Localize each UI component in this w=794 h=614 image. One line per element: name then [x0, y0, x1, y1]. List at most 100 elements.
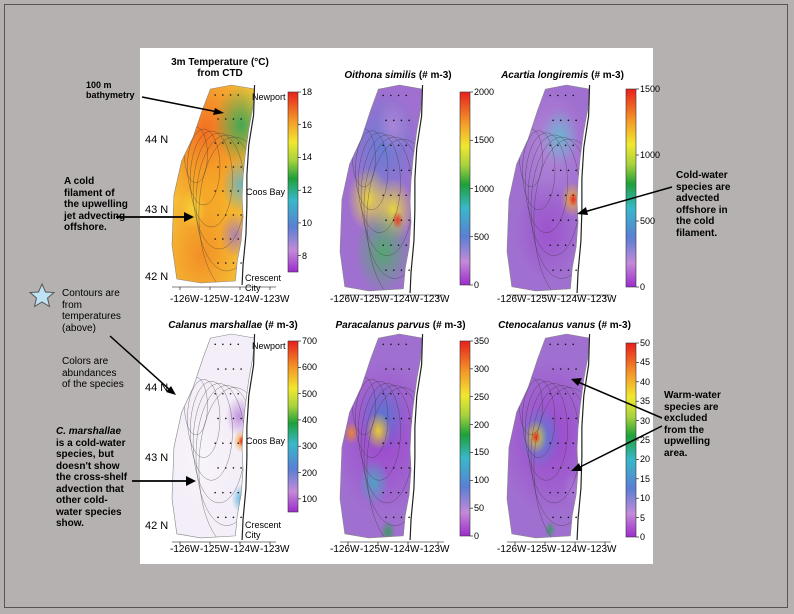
lon-label: -126W [497, 544, 527, 555]
lon-label: -123W [260, 294, 290, 305]
cold-filament-arrow [116, 212, 194, 222]
colorbar-tick-label: 12 [302, 185, 313, 196]
map-oithona [339, 84, 424, 294]
colorbar-tick-label: 40 [640, 376, 651, 387]
lon-label: -124W [390, 294, 420, 305]
colorbar-tick-label: 2000 [474, 87, 495, 97]
colorbar-tick-label: 0 [474, 531, 480, 541]
lon-label: -126W [497, 294, 527, 305]
colorbar-tick-label: 10 [302, 217, 313, 228]
lat-label-42-bottom: 42 N [145, 520, 169, 532]
colorbar-tick-label: 1000 [474, 183, 495, 194]
colorbar-tick-label: 5 [640, 512, 646, 523]
colorbar-tick-label: 15 [640, 473, 651, 484]
lon-label: -125W [360, 294, 390, 305]
colorbar-tick-label: 18 [302, 87, 313, 97]
title-temperature: 3m Temperature (°C) from CTD [171, 57, 269, 79]
place-crescent-bottom: Crescent City [245, 520, 282, 540]
colorbar-tick-label: 35 [640, 396, 651, 407]
lon-label: -125W [527, 544, 557, 555]
lat-label-43-bottom: 43 N [145, 452, 169, 464]
colorbar-ctenocalanus [625, 342, 639, 538]
colorbar-tick-label: 100 [302, 493, 318, 504]
lon-label: -124W [230, 294, 260, 305]
axis-ctenocalanus [507, 541, 611, 545]
lon-label: -123W [587, 544, 617, 555]
lon-label: -125W [360, 544, 390, 555]
star-icon [28, 282, 56, 308]
lon-label: -123W [260, 544, 290, 555]
colorbar-tick-label: 8 [302, 250, 308, 261]
warmwater-arrow-bottom [571, 425, 663, 471]
lon-label: -126W [330, 294, 360, 305]
annotation-contours: Contours are from temperatures (above) [62, 288, 121, 334]
colorbar-tick-label: 16 [302, 119, 313, 130]
colorbar-tick-label: 600 [302, 362, 318, 373]
lon-label: -123W [587, 294, 617, 305]
title-oithona: Oithona similis (# m-3) [344, 70, 452, 81]
title-paracalanus: Paracalanus parvus (# m-3) [335, 320, 466, 331]
lon-label: -126W [170, 544, 200, 555]
colorbar-tick-label: 400 [302, 414, 318, 425]
place-coosbay-top: Coos Bay [246, 187, 286, 197]
lon-label: -123W [420, 294, 450, 305]
lon-label: -124W [557, 544, 587, 555]
colorbar-tick-label: 500 [474, 231, 490, 242]
colorbar-tick-label: 50 [640, 338, 651, 348]
axis-acartia [507, 294, 611, 298]
annotation-bathymetry: 100 m bathymetry [86, 80, 135, 100]
colorbar-tick-label: 500 [302, 388, 318, 399]
map-ctenocalanus [506, 333, 591, 541]
lon-label: -124W [230, 544, 260, 555]
colorbar-oithona [459, 91, 473, 286]
colorbar-tick-label: 150 [474, 447, 490, 458]
colorbar-tick-label: 0 [640, 282, 646, 292]
annotation-colors: Colors are abundances of the species [62, 356, 124, 390]
colorbar-tick-label: 45 [640, 357, 651, 368]
lon-label: -126W [170, 294, 200, 305]
colorbar-tick-label: 10 [640, 493, 651, 504]
lon-label: -123W [420, 544, 450, 555]
lon-label: -125W [527, 294, 557, 305]
lon-label: -124W [390, 544, 420, 555]
place-newport-bottom: Newport [252, 341, 286, 351]
lat-label-43-top: 43 N [145, 204, 169, 216]
title-acartia: Acartia longiremis (# m-3) [501, 70, 624, 81]
colorbar-tick-label: 0 [474, 280, 480, 290]
axis-paracalanus [340, 541, 444, 545]
annotation-marshallae: C. marshallae is a cold-water species, but… [56, 426, 128, 529]
title-calanus: Calanus marshallae (# m-3) [168, 320, 298, 331]
warmwater-arrow-top [571, 378, 663, 419]
outer-frame [4, 4, 788, 608]
contours-arrow [109, 335, 176, 395]
lat-label-44-top: 44 N [145, 134, 169, 146]
colorbar-tick-label: 0 [640, 532, 646, 542]
bathymetry-arrow [141, 96, 224, 115]
map-paracalanus [339, 333, 424, 541]
colorbar-tick-label: 20 [640, 454, 651, 465]
colorbar-tick-label: 25 [640, 435, 651, 445]
lon-label: -124W [557, 294, 587, 305]
colorbar-tick-label: 300 [302, 441, 318, 452]
colorbar-tick-label: 700 [302, 336, 318, 346]
lat-label-44-bottom: 44 N [145, 382, 169, 394]
lat-label-42-top: 42 N [145, 271, 169, 283]
colorbar-tick-label: 30 [640, 415, 651, 426]
title-ctenocalanus: Ctenocalanus vanus (# m-3) [498, 320, 631, 331]
marshallae-arrow [132, 476, 196, 486]
axis-temp [172, 286, 276, 290]
colorbar-tick-label: 14 [302, 152, 313, 163]
colorbar-tick-label: 1500 [640, 84, 661, 94]
colorbar-tick-label: 1000 [640, 150, 661, 160]
lon-label: -125W [200, 294, 230, 305]
colorbar-temp [287, 91, 301, 273]
colorbar-tick-label: 300 [474, 363, 490, 374]
annotation-coldwater: Cold-water species are advected offshore in… [676, 170, 731, 239]
annotation-warmwater: Warm-water species are excluded from the upw… [664, 390, 721, 459]
colorbar-tick-label: 100 [474, 475, 490, 486]
lon-label: -125W [200, 544, 230, 555]
colorbar-calanus [287, 340, 301, 513]
coldwater-arrow [577, 186, 673, 215]
axis-oithona [340, 294, 444, 298]
